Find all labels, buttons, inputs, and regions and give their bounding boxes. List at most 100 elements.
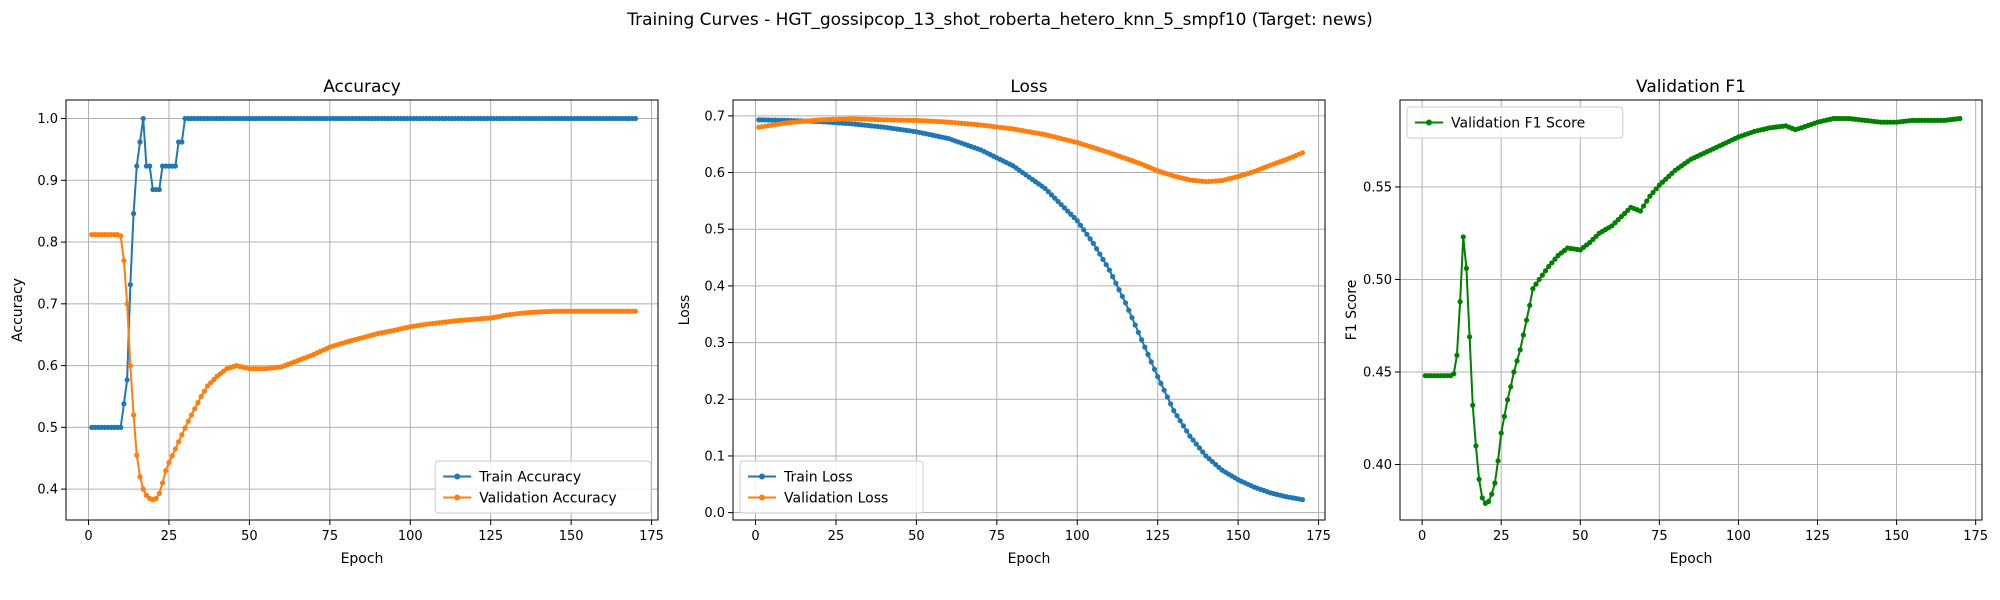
f1-point xyxy=(1460,234,1466,240)
f1-point xyxy=(1530,286,1536,292)
accuracy-point xyxy=(172,446,178,452)
loss-point xyxy=(1097,251,1103,257)
loss-point xyxy=(1065,208,1071,214)
loss-xtick-label: 125 xyxy=(1145,529,1170,544)
loss-point xyxy=(1093,246,1100,252)
accuracy-xlabel: Epoch xyxy=(341,551,384,567)
accuracy-point xyxy=(118,233,124,239)
accuracy-ytick-label: 0.7 xyxy=(37,297,58,312)
loss-point xyxy=(1045,189,1051,195)
f1-panel: 0 25 50 75 100 125 150 175 0.40 0.45 0.50 0.55 Valid… xyxy=(1344,77,1988,567)
accuracy-point xyxy=(140,486,146,492)
loss-legend-marker xyxy=(759,473,765,480)
loss-point xyxy=(1135,329,1141,335)
loss-point xyxy=(1048,192,1055,198)
loss-point xyxy=(1190,437,1196,443)
loss-series-1 xyxy=(756,116,1306,185)
accuracy-ytick-label: 0.5 xyxy=(37,421,58,436)
accuracy-ytick-label: 0.8 xyxy=(37,236,58,251)
accuracy-point xyxy=(166,459,172,466)
loss-point xyxy=(1145,351,1151,358)
loss-point xyxy=(1055,198,1061,204)
accuracy-legend-label: Train Accuracy xyxy=(478,470,581,486)
f1-point xyxy=(1470,402,1476,408)
f1-title: Validation F1 xyxy=(1636,77,1746,97)
f1-xtick-label: 25 xyxy=(1493,529,1510,544)
accuracy-point xyxy=(163,467,169,474)
f1-xtick-label: 100 xyxy=(1726,529,1751,544)
f1-point xyxy=(1489,491,1495,497)
accuracy-point xyxy=(182,425,188,431)
f1-point xyxy=(1466,334,1473,340)
loss-point xyxy=(1103,262,1109,268)
loss-point xyxy=(1090,240,1096,246)
accuracy-point xyxy=(121,257,127,264)
accuracy-point xyxy=(137,474,143,480)
loss-ylabel: Loss xyxy=(677,295,693,326)
loss-xtick-label: 75 xyxy=(989,529,1006,544)
loss-point xyxy=(1100,256,1106,262)
f1-ytick-label: 0.45 xyxy=(1363,365,1392,380)
loss-point xyxy=(1106,267,1113,273)
accuracy-point xyxy=(130,412,137,418)
loss-legend-box xyxy=(739,460,924,514)
f1-point xyxy=(1498,430,1504,436)
f1-point xyxy=(1549,260,1555,266)
accuracy-series-line xyxy=(91,233,636,501)
loss-point xyxy=(1155,374,1161,380)
loss-legend: Train Loss Validation Loss xyxy=(739,460,924,514)
f1-series-0 xyxy=(1422,115,1963,506)
accuracy-legend-marker xyxy=(454,473,461,480)
accuracy-point xyxy=(134,163,140,169)
accuracy-point xyxy=(208,380,214,386)
loss-point xyxy=(1110,274,1116,280)
loss-legend-marker xyxy=(759,494,765,501)
loss-ytick-label: 0.1 xyxy=(704,449,725,464)
loss-point xyxy=(1129,315,1135,321)
f1-point xyxy=(1454,352,1460,358)
f1-xlabel: Epoch xyxy=(1670,551,1713,567)
loss-point xyxy=(1171,408,1177,414)
f1-point xyxy=(1527,302,1533,308)
loss-point xyxy=(1081,227,1087,233)
f1-point xyxy=(1640,203,1647,209)
f1-point xyxy=(1504,397,1511,403)
accuracy-point xyxy=(198,393,204,400)
f1-point xyxy=(1501,413,1507,419)
f1-point xyxy=(1533,281,1539,287)
loss-point xyxy=(1200,449,1206,455)
loss-ytick-label: 0.7 xyxy=(704,109,725,124)
f1-xtick-label: 50 xyxy=(1572,529,1589,544)
f1-point xyxy=(1492,480,1498,486)
accuracy-point xyxy=(192,406,198,412)
loss-xlabel: Epoch xyxy=(1008,551,1051,567)
f1-point xyxy=(1546,263,1552,270)
accuracy-point xyxy=(204,383,211,389)
accuracy-point xyxy=(169,453,175,459)
accuracy-point xyxy=(124,377,130,383)
accuracy-point xyxy=(124,301,130,307)
loss-point xyxy=(1042,185,1048,192)
loss-point xyxy=(1174,413,1180,419)
loss-point xyxy=(1193,441,1199,447)
accuracy-point xyxy=(632,308,639,314)
accuracy-legend: Train Accuracy Validation Accuracy xyxy=(434,460,652,514)
accuracy-point xyxy=(185,418,191,424)
f1-point xyxy=(1552,256,1558,262)
loss-point xyxy=(1122,300,1129,306)
accuracy-point xyxy=(179,432,185,438)
accuracy-point xyxy=(137,139,143,145)
accuracy-point xyxy=(121,401,127,407)
accuracy-ytick-label: 1.0 xyxy=(37,112,58,127)
accuracy-xtick-label: 0 xyxy=(84,529,92,544)
accuracy-series-0 xyxy=(89,115,639,430)
loss-xtick-label: 0 xyxy=(751,529,759,544)
f1-point xyxy=(1476,476,1482,482)
loss-ytick-label: 0.6 xyxy=(704,166,725,181)
loss-ytick-label: 0.4 xyxy=(704,279,725,294)
loss-xtick-label: 100 xyxy=(1065,529,1090,544)
accuracy-point xyxy=(179,139,185,145)
accuracy-panel: 0 25 50 75 100 125 150 175 0.4 0.5 0.6 0.7 0.8 0.9 1.0… xyxy=(10,77,664,567)
accuracy-point xyxy=(130,211,137,217)
accuracy-point xyxy=(201,388,207,394)
